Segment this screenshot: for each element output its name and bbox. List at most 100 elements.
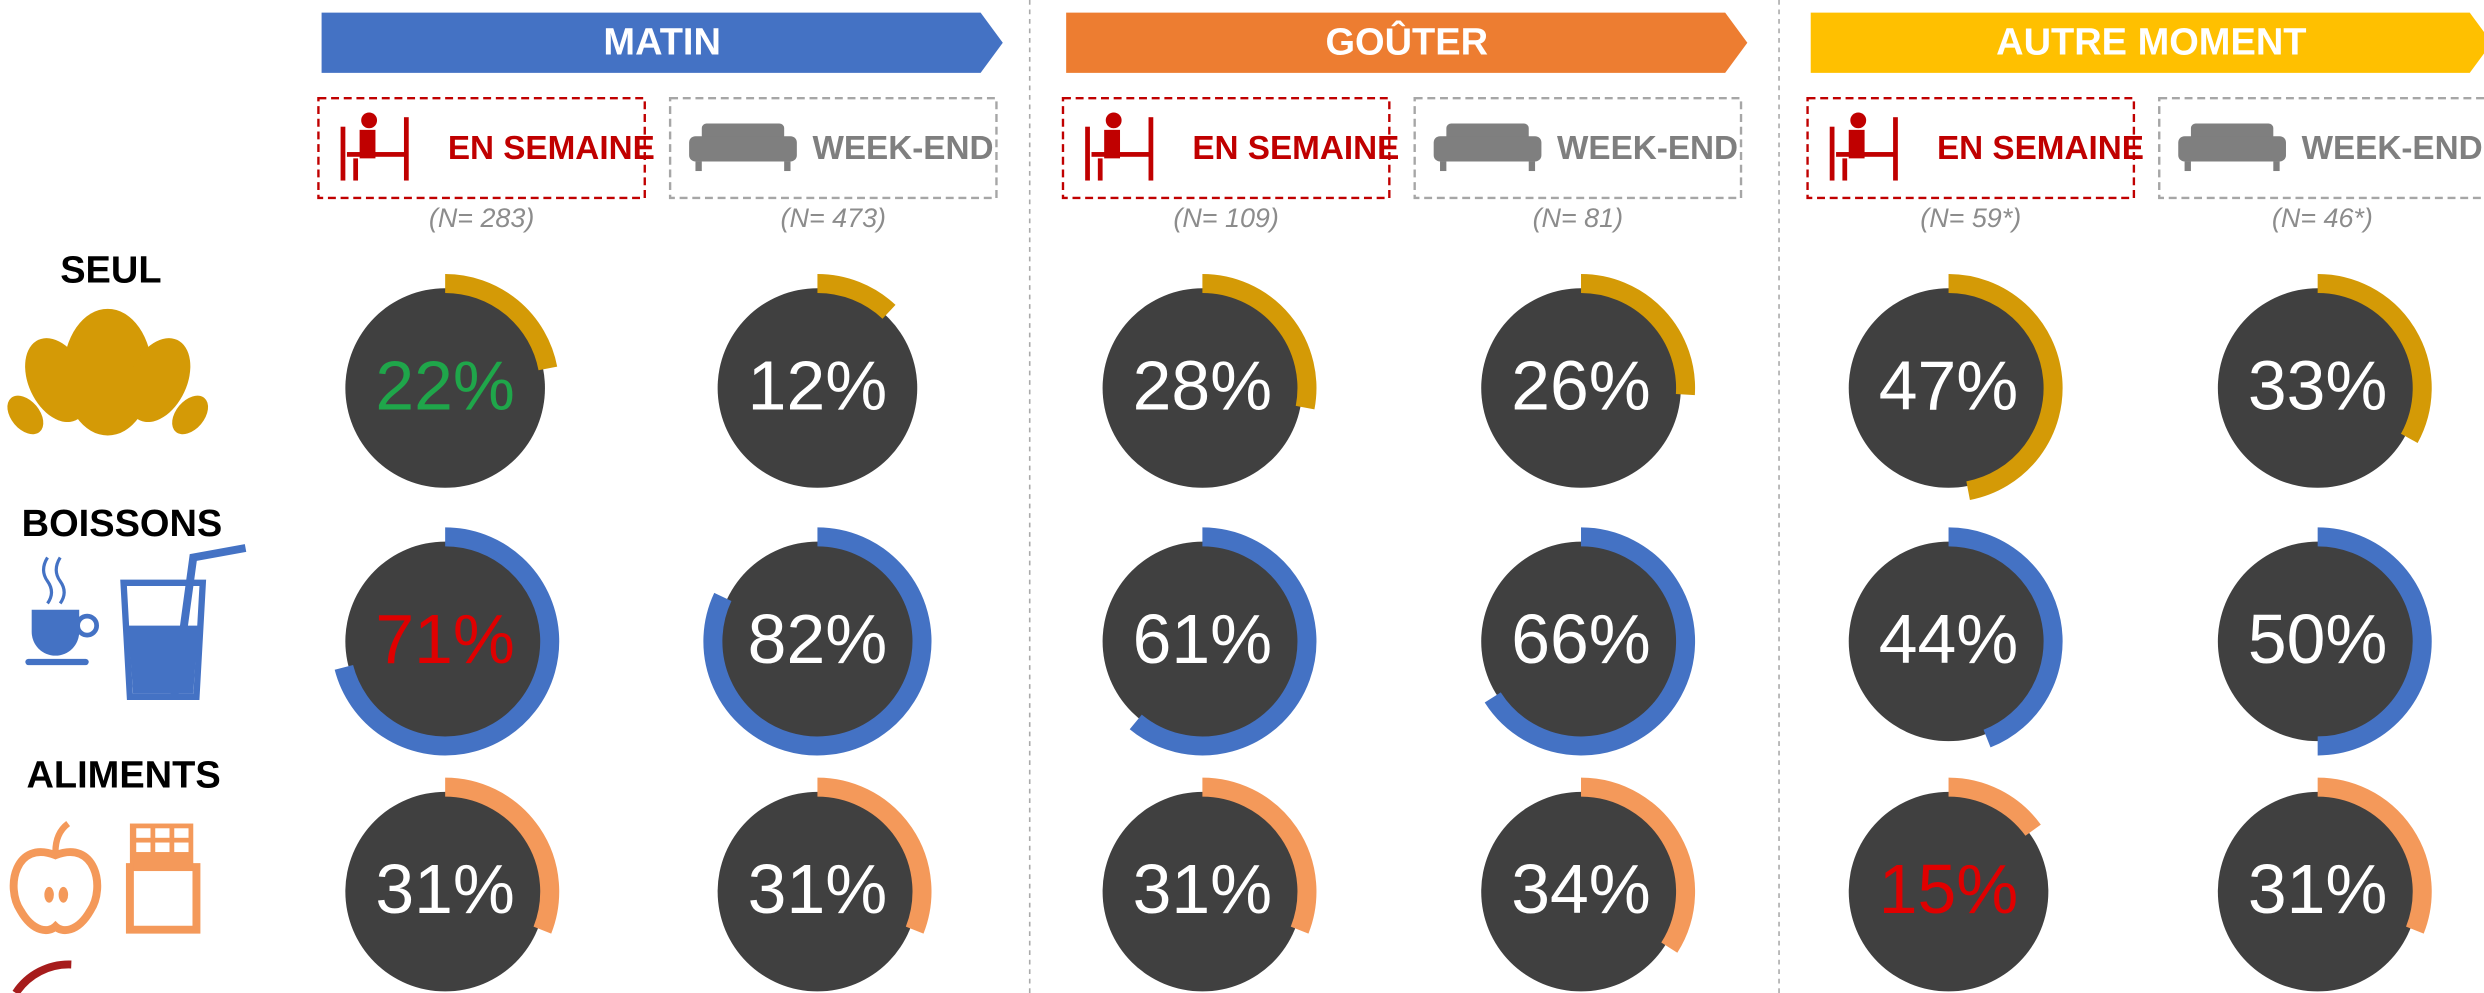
sofa-icon [689,123,797,172]
column-box [1806,97,2136,200]
ring-arc [1948,777,2041,837]
icon-part [2178,136,2286,162]
icon-part [1105,112,1122,129]
icon-part [403,117,409,181]
ring-arc [817,273,896,319]
column-label: WEEK-END [2302,130,2483,167]
ring-arc [1484,527,1696,756]
value-label: 26% [1511,347,1651,425]
group-header [321,12,1003,73]
icon-part [1085,126,1090,181]
value-label: 71% [375,600,515,678]
ring-background [1481,791,1681,992]
icon-part [695,161,702,172]
value-label: 31% [375,850,515,928]
sample-size: (N= 283) [429,203,534,233]
partial-icon [12,960,72,993]
value-label: 82% [748,600,888,678]
icon-part [340,126,346,181]
ring-arc [444,777,560,934]
icon-part [1148,117,1154,181]
icon-part [1850,112,1867,129]
group-header [1066,12,1748,73]
value-label: 61% [1133,600,1273,678]
value-label: 47% [1879,347,2019,425]
desk-icon [340,112,409,181]
icon-part [2184,161,2191,172]
icon-part [1097,158,1103,181]
group-title: AUTRE MOMENT [1996,21,2306,63]
ring-background [1102,288,1303,488]
value-label: 33% [2248,347,2388,425]
ring-arc [817,777,932,934]
ring-arc [1202,777,1317,934]
croissant-icon [7,308,209,436]
icon-part [353,158,359,181]
icon-part [2273,161,2280,172]
column-label: WEEK-END [812,130,993,167]
column-box [1413,97,1743,200]
group-header [1810,12,2484,73]
ring-arc [334,527,560,756]
ring-background [1848,288,2049,488]
desk-icon [1829,112,1898,181]
icon-part [1893,117,1898,181]
ring-arc [2317,527,2432,756]
value-label: 31% [2248,850,2388,928]
ring-background [717,288,918,488]
group-title: GOÛTER [1325,18,1488,63]
ring-arc [444,273,558,371]
sofa-icon [2178,123,2286,172]
icon-part [1528,161,1536,172]
ring-background [1848,791,2049,992]
food-icon [9,821,201,935]
ring-background [2217,288,2418,488]
icon-part [689,136,797,162]
icon-part [1836,152,1897,157]
column-label: EN SEMAINE [448,130,655,167]
sample-size: (N= 81) [1533,203,1623,233]
sample-size: (N= 59*) [1920,203,2021,233]
ring-background [2217,791,2418,992]
ring-arc [703,527,932,756]
column-box [1061,97,1391,200]
ring-background [1848,541,2049,742]
icon-part [346,152,408,157]
drinks-icon [25,544,247,701]
value-label: 66% [1511,600,1651,678]
ring-arc [2317,777,2432,934]
desk-icon [1085,112,1154,181]
icon-part [784,161,791,172]
sample-size: (N= 473) [781,203,886,233]
icon-part [361,112,378,129]
ring-arc [2317,273,2432,443]
ring-arc [1202,273,1317,410]
sofa-icon [1433,123,1542,172]
column-label: WEEK-END [1557,130,1738,167]
ring-background [1481,288,1681,488]
value-label: 44% [1879,600,2019,678]
value-label: 22% [375,347,515,425]
icon-part [1433,136,1542,162]
icon-part [1842,158,1848,181]
sample-size: (N= 109) [1173,203,1278,233]
ring-background [1102,791,1303,992]
column-label: EN SEMAINE [1192,130,1399,167]
value-label: 50% [2248,600,2388,678]
ring-background [2217,541,2418,742]
value-label: 12% [748,347,888,425]
value-label: 31% [1133,850,1273,928]
icon-part [1848,129,1865,159]
value-label: 34% [1511,850,1651,928]
icon-part [1091,152,1152,157]
column-box [668,97,998,200]
icon-part [1104,129,1121,159]
row-label: SEUL [60,249,161,291]
ring-background [345,288,545,488]
icon-part [1829,126,1835,181]
column-box [317,97,646,200]
row-label: ALIMENTS [26,755,220,797]
ring-arc [1129,527,1317,756]
ring-background [1102,541,1303,742]
